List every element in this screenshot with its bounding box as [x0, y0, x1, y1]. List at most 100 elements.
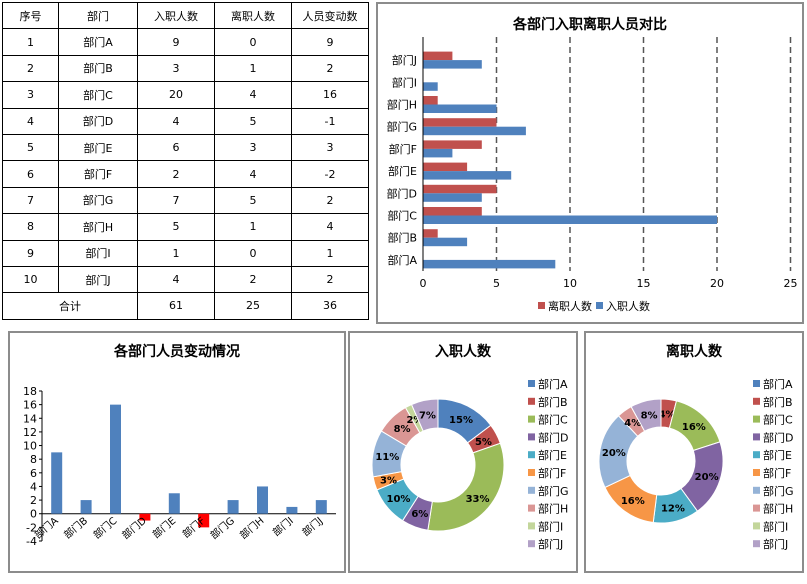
table-cell: 部门B [58, 54, 138, 83]
y-tick-label: 4 [30, 480, 37, 493]
table-cell: 2 [2, 54, 59, 83]
header-dept: 部门 [58, 1, 138, 30]
x-tick-label: 部门H [237, 514, 266, 542]
legend-swatch [753, 469, 760, 476]
legend-swatch [753, 380, 760, 387]
table-cell: 20 [137, 81, 215, 109]
slice-label: 11% [375, 452, 399, 463]
hire-leave-chart-title: 各部门入职离职人员对比 [513, 17, 667, 33]
legend-swatch [528, 451, 535, 459]
bar-left [423, 140, 482, 149]
table-cell: -1 [291, 107, 369, 135]
y-tick-label: 部门H [387, 98, 417, 112]
slice-label: 10% [386, 494, 410, 505]
bar-left [423, 118, 497, 127]
legend-swatch [528, 522, 535, 530]
legend-label: 部门B [763, 395, 793, 409]
table-cell: 3 [137, 54, 215, 83]
table-cell: 部门F [58, 160, 138, 188]
bar-hired [423, 60, 482, 69]
table-row: 1 部门A 9 0 9 [2, 28, 369, 56]
table-cell: 2 [291, 265, 369, 294]
bar [315, 500, 327, 514]
legend-label: 部门E [538, 448, 567, 462]
y-tick-label: 16 [23, 399, 37, 412]
table-total-row: 合计 61 25 36 [2, 292, 369, 320]
legend-swatch [528, 433, 535, 441]
slice-label: 8% [394, 424, 411, 435]
y-tick-label: 部门A [387, 253, 417, 267]
legend-swatch [753, 522, 760, 530]
y-tick-label: 部门G [386, 120, 417, 134]
legend-swatch [528, 504, 535, 512]
table-cell: 4 [291, 213, 369, 241]
table-cell: 部门D [58, 107, 138, 135]
y-tick-label: 12 [23, 426, 37, 439]
legend-label: 部门F [538, 466, 566, 480]
x-tick-label: 部门J [299, 514, 325, 539]
table-cell: 7 [137, 186, 215, 215]
table-cell: 16 [291, 81, 369, 109]
slice-label: 2% [406, 415, 423, 426]
table-cell: 2 [291, 54, 369, 83]
bar-left [423, 51, 453, 61]
table-cell: 1 [214, 213, 292, 241]
table-cell: 5 [137, 213, 215, 241]
legend-swatch [753, 504, 760, 512]
slice-label: 15% [449, 415, 473, 426]
table-cell: 9 [137, 28, 215, 56]
table-row: 8 部门H 5 1 4 [2, 213, 369, 241]
table-row: 3 部门C 20 4 16 [2, 81, 369, 109]
table-cell: 1 [291, 239, 369, 267]
donut-slice [427, 442, 505, 532]
legend-label: 部门C [538, 413, 568, 427]
legend-label: 部门C [763, 413, 793, 427]
table-cell: 5 [2, 133, 59, 162]
table-cell: 0 [214, 239, 292, 267]
x-tick-label: 25 [784, 277, 798, 290]
table-cell: 0 [214, 28, 292, 56]
left-pie-panel: 离职人数 4% 16% 20% 12% 16% 20% 4% 8% 部门A 部门B 部门C 部门D 部门… [584, 331, 804, 573]
table-cell: 5 [214, 107, 292, 135]
table-cell: 4 [2, 107, 59, 135]
legend-swatch [753, 433, 760, 441]
table-cell: -2 [291, 160, 369, 188]
table-row: 9 部门I 1 0 1 [2, 239, 369, 267]
y-tick-label: 2 [30, 494, 37, 507]
table-cell: 4 [137, 265, 215, 294]
bar-hired [423, 126, 526, 136]
slice-label: 4% [659, 409, 676, 420]
bar-left [423, 96, 438, 105]
legend-swatch [528, 540, 535, 548]
table-cell: 9 [291, 28, 369, 56]
left-pie-title: 离职人数 [666, 344, 722, 360]
bar-left [423, 162, 468, 172]
bar-hired [423, 148, 453, 158]
x-tick-label: 5 [493, 277, 500, 290]
slice-label: 12% [661, 503, 685, 514]
legend-label: 部门G [538, 484, 569, 498]
table-cell: 1 [2, 28, 59, 56]
table-row: 2 部门B 3 1 2 [2, 54, 369, 83]
legend-label: 部门I [763, 519, 788, 533]
header-left: 离职人数 [214, 1, 292, 30]
legend-label: 部门H [538, 502, 568, 516]
hire-leave-chart: 0 5 10 15 20 25 部门A 部门B 部门C 部门D 部门E 部门F 部门G 部门H 部门I 部门J… [386, 37, 798, 313]
table-cell: 8 [2, 213, 59, 241]
legend-swatch [753, 397, 760, 405]
slice-label: 16% [682, 422, 706, 433]
legend-label: 部门G [763, 484, 794, 498]
table-cell: 9 [2, 239, 59, 267]
x-tick-label: 0 [420, 277, 427, 290]
y-tick-label: -2 [26, 521, 37, 534]
table-body: 1 部门A 9 0 9 2 部门B 3 1 2 3 部门C 20 4 16 4 部门D 4 5 -1 5 部门E 6 3 3 6 部… [2, 28, 369, 294]
legend-swatch [753, 540, 760, 548]
legend-label: 部门H [763, 502, 793, 516]
table-row: 7 部门G 7 5 2 [2, 186, 369, 215]
bar [80, 500, 92, 514]
table-cell: 部门E [58, 133, 138, 162]
slice-label: 16% [621, 496, 645, 507]
bar-hired [423, 193, 482, 202]
hired-pie-panel: 入职人数 15% 5% 33% 6% 10% 3% 11% 8% 2% 7% 部门A 部门B 部门C 部门… [348, 331, 578, 573]
